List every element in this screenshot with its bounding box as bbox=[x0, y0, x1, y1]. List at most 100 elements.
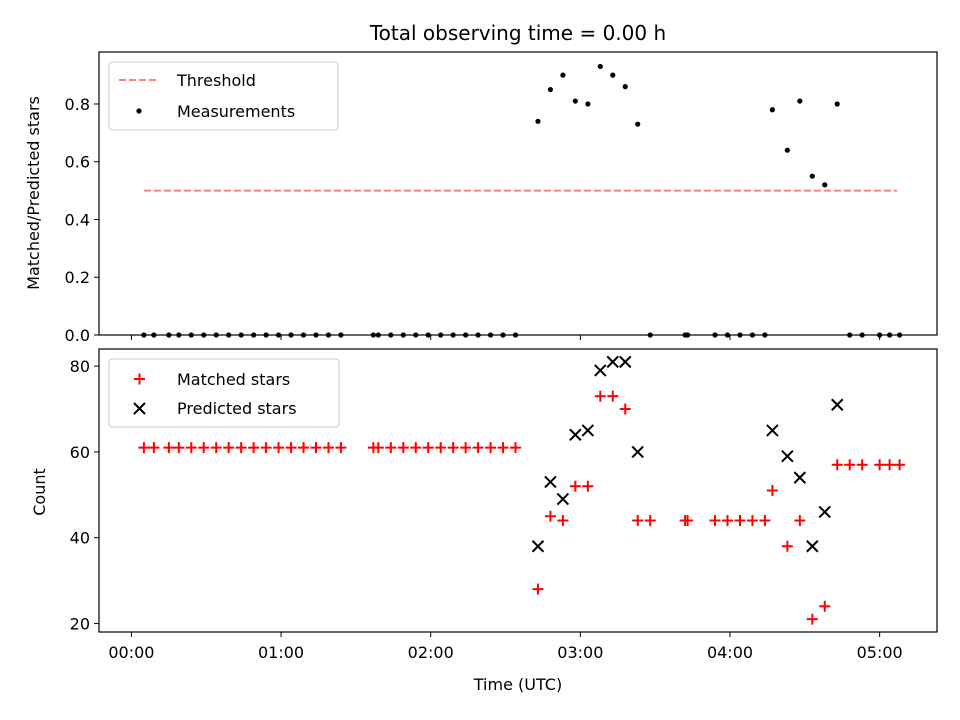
measurement-point bbox=[300, 332, 307, 338]
measurement-point bbox=[769, 107, 775, 113]
measurement-point bbox=[151, 332, 157, 338]
measurement-point bbox=[572, 98, 578, 104]
predicted-stars-point bbox=[793, 471, 807, 484]
bottom-marks bbox=[138, 355, 906, 625]
measurement-point bbox=[647, 332, 653, 338]
predicted-stars-point bbox=[556, 492, 570, 506]
matched-stars-point bbox=[138, 442, 150, 454]
predicted-stars-point bbox=[569, 428, 582, 441]
top-y-tick-label: 0.2 bbox=[65, 268, 90, 287]
measurement-point bbox=[762, 332, 768, 338]
predicted-stars-point bbox=[594, 364, 607, 377]
bottom-y-tick-label: 40 bbox=[70, 529, 90, 548]
matched-stars-point bbox=[709, 515, 721, 527]
matched-stars-point bbox=[385, 442, 397, 454]
measurement-point bbox=[809, 173, 815, 179]
bottom-x-axis: 00:00 01:00 02:00 03:00 04:00 05:00 bbox=[108, 632, 903, 662]
measurement-point bbox=[213, 332, 219, 338]
measurement-point bbox=[724, 332, 731, 338]
matched-stars-point bbox=[235, 442, 247, 454]
measurement-point bbox=[188, 332, 194, 338]
matched-stars-point bbox=[310, 442, 322, 454]
matched-stars-point bbox=[248, 442, 260, 454]
top-panel: 0.00.20.40.60.8 Matched/Predicted stars … bbox=[24, 51, 938, 345]
measurement-point bbox=[487, 332, 494, 338]
x-tick-label: 02:00 bbox=[408, 643, 454, 662]
matched-stars-point bbox=[544, 510, 556, 522]
predicted-stars-point bbox=[631, 445, 644, 459]
measurement-point bbox=[141, 332, 147, 338]
measurement-point bbox=[500, 332, 506, 338]
top-y-tick-label: 0.6 bbox=[65, 153, 90, 172]
x-tick-label: 04:00 bbox=[707, 643, 753, 662]
bottom-legend-frame bbox=[108, 358, 340, 428]
measurement-point bbox=[370, 332, 376, 338]
bottom-y-axis-label: Count bbox=[30, 468, 49, 516]
measurement-point bbox=[176, 332, 182, 338]
predicted-stars-point bbox=[544, 475, 557, 489]
matched-stars-point bbox=[497, 442, 509, 454]
measurement-point bbox=[450, 332, 456, 338]
measurement-point bbox=[877, 332, 883, 338]
measurement-point bbox=[263, 332, 269, 338]
matched-stars-point bbox=[298, 442, 310, 454]
measurement-point bbox=[238, 332, 244, 338]
matched-stars-point bbox=[632, 515, 644, 527]
matched-stars-point bbox=[794, 515, 806, 527]
matched-stars-point bbox=[894, 459, 906, 471]
predicted-stars-point bbox=[766, 424, 779, 437]
measurement-point bbox=[610, 72, 616, 78]
measurement-point bbox=[547, 86, 554, 93]
measurement-point bbox=[425, 332, 431, 338]
measurement-point bbox=[413, 332, 419, 338]
matched-stars-point bbox=[557, 515, 569, 527]
matched-stars-point bbox=[607, 390, 619, 402]
matched-stars-point bbox=[746, 515, 758, 527]
matched-stars-point bbox=[874, 459, 886, 471]
x-tick-label: 03:00 bbox=[557, 643, 603, 662]
matched-stars-point bbox=[619, 403, 631, 415]
matched-stars-point bbox=[569, 480, 581, 492]
measurement-point bbox=[313, 332, 319, 338]
matched-stars-point bbox=[163, 442, 175, 454]
top-y-tick-label: 0.0 bbox=[65, 326, 90, 345]
matched-stars-point bbox=[210, 442, 222, 454]
x-tick-label: 00:00 bbox=[108, 643, 154, 662]
measurement-point bbox=[338, 332, 344, 338]
matched-stars-point bbox=[766, 485, 778, 496]
bottom-y-axis: 20 40 60 80 bbox=[70, 357, 99, 633]
top-y-tick-label: 0.8 bbox=[65, 95, 90, 114]
top-marks bbox=[141, 63, 903, 338]
matched-stars-point bbox=[472, 442, 484, 454]
matched-stars-point bbox=[285, 442, 297, 454]
measurement-point bbox=[896, 332, 903, 338]
measurement-point bbox=[251, 332, 257, 338]
matched-stars-point bbox=[759, 515, 771, 527]
measurement-point bbox=[622, 84, 628, 90]
measurement-point bbox=[684, 332, 691, 338]
matched-stars-point bbox=[185, 442, 197, 454]
x-tick-label: 01:00 bbox=[258, 643, 304, 662]
top-legend: Threshold Measurements bbox=[108, 61, 339, 131]
measurement-point bbox=[226, 332, 232, 338]
predicted-stars-point bbox=[606, 355, 619, 369]
matched-stars-point bbox=[734, 515, 746, 527]
matched-stars-point bbox=[485, 442, 497, 454]
measurement-point bbox=[475, 332, 481, 338]
chart-title: Total observing time = 0.00 h bbox=[369, 21, 666, 45]
measurement-point bbox=[749, 332, 756, 338]
measurement-point bbox=[847, 332, 853, 338]
matched-stars-point bbox=[273, 442, 285, 454]
matched-stars-point bbox=[410, 442, 422, 454]
x-axis-label: Time (UTC) bbox=[473, 675, 562, 694]
matched-stars-point bbox=[322, 442, 334, 454]
matched-stars-point bbox=[173, 442, 185, 454]
matched-stars-point bbox=[198, 442, 210, 454]
matched-stars-point bbox=[422, 442, 434, 454]
measurement-point bbox=[859, 332, 865, 338]
legend-matched-swatch bbox=[134, 373, 145, 385]
measurement-point bbox=[275, 332, 282, 338]
matched-stars-point bbox=[435, 442, 447, 454]
